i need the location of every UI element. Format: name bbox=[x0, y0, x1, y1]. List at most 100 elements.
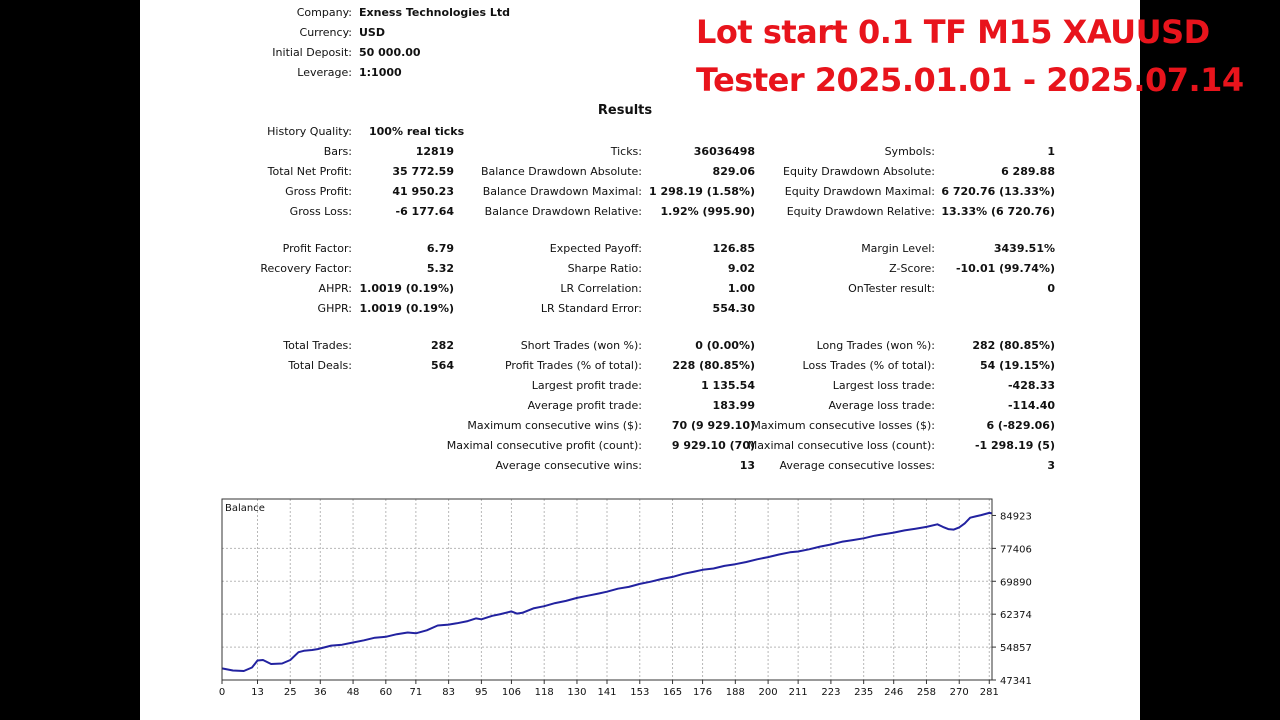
x-tick-label: 258 bbox=[917, 687, 936, 698]
x-tick-label: 95 bbox=[475, 687, 488, 698]
stat-value: 564 bbox=[431, 359, 454, 372]
stat-label: GHPR: bbox=[317, 302, 352, 315]
stat-label: Long Trades (won %): bbox=[816, 339, 935, 352]
stat-label: Total Net Profit: bbox=[267, 165, 352, 178]
stat-label: Expected Payoff: bbox=[549, 242, 642, 255]
stat-label: Average consecutive wins: bbox=[495, 459, 642, 472]
overlay-title-line2: Tester 2025.01.01 - 2025.07.14 bbox=[696, 61, 1244, 99]
stat-value: 54 (19.15%) bbox=[979, 359, 1055, 372]
history-quality-label: History Quality: bbox=[267, 125, 352, 138]
stat-label: Gross Loss: bbox=[289, 205, 352, 218]
plot-frame bbox=[221, 498, 993, 681]
legend-balance: Balance bbox=[225, 503, 265, 514]
stat-label: Recovery Factor: bbox=[260, 262, 352, 275]
stat-label: OnTester result: bbox=[848, 282, 935, 295]
account-info-label: Leverage: bbox=[297, 66, 352, 79]
stat-label: Total Trades: bbox=[283, 339, 352, 352]
stat-value: -1 298.19 (5) bbox=[974, 439, 1055, 452]
stat-value: 1 bbox=[1047, 145, 1055, 158]
account-info-value: 1:1000 bbox=[359, 66, 402, 79]
y-tick-label: 69890 bbox=[1000, 577, 1032, 588]
stat-label: Average loss trade: bbox=[828, 399, 935, 412]
x-tick-label: 141 bbox=[597, 687, 616, 698]
stat-value: 41 950.23 bbox=[392, 185, 454, 198]
stat-value: 228 (80.85%) bbox=[672, 359, 755, 372]
stat-value: 9 929.10 (70) bbox=[671, 439, 755, 452]
stat-value: 36036498 bbox=[693, 145, 755, 158]
account-info-value: USD bbox=[359, 26, 385, 39]
stat-value: 1.92% (995.90) bbox=[660, 205, 756, 218]
stat-value: 3 bbox=[1047, 459, 1055, 472]
history-quality-value: 100% real ticks bbox=[369, 125, 465, 138]
x-tick-label: 118 bbox=[535, 687, 554, 698]
stat-label: Maximal consecutive profit (count): bbox=[446, 439, 642, 452]
x-tick-label: 25 bbox=[284, 687, 297, 698]
x-tick-label: 281 bbox=[980, 687, 999, 698]
stat-label: Total Deals: bbox=[288, 359, 352, 372]
stat-label: Average profit trade: bbox=[527, 399, 642, 412]
x-tick-label: 36 bbox=[314, 687, 327, 698]
stat-label: Equity Drawdown Relative: bbox=[786, 205, 935, 218]
stat-label: LR Correlation: bbox=[560, 282, 642, 295]
x-tick-label: 246 bbox=[884, 687, 903, 698]
stat-label: Symbols: bbox=[884, 145, 935, 158]
x-tick-label: 211 bbox=[789, 687, 808, 698]
plot-area bbox=[222, 499, 992, 680]
stat-label: Balance Drawdown Maximal: bbox=[482, 185, 642, 198]
stat-value: 829.06 bbox=[712, 165, 755, 178]
stat-label: Maximum consecutive losses ($): bbox=[751, 419, 935, 432]
report-page: Company: Exness Technologies Ltd Currency:… bbox=[140, 0, 1244, 720]
stat-value: 0 bbox=[1047, 282, 1055, 295]
x-tick-label: 60 bbox=[379, 687, 392, 698]
x-tick-label: 48 bbox=[347, 687, 360, 698]
account-info-label: Currency: bbox=[299, 26, 352, 39]
account-info-label: Company: bbox=[296, 6, 352, 19]
stat-value: 1.0019 (0.19%) bbox=[359, 282, 455, 295]
stat-value: 1.00 bbox=[727, 282, 755, 295]
stat-value: -6 177.64 bbox=[395, 205, 455, 218]
stat-label: Balance Drawdown Relative: bbox=[484, 205, 642, 218]
x-tick-label: 200 bbox=[759, 687, 778, 698]
x-tick-label: 235 bbox=[854, 687, 873, 698]
stat-label: Gross Profit: bbox=[285, 185, 352, 198]
stat-label: Profit Factor: bbox=[282, 242, 352, 255]
stat-value: 12819 bbox=[415, 145, 454, 158]
stat-label: Margin Level: bbox=[861, 242, 935, 255]
stat-value: 183.99 bbox=[712, 399, 755, 412]
x-tick-label: 13 bbox=[251, 687, 264, 698]
stat-label: Short Trades (won %): bbox=[520, 339, 642, 352]
stat-label: Maximal consecutive loss (count): bbox=[747, 439, 935, 452]
stat-value: 0 (0.00%) bbox=[695, 339, 755, 352]
stat-value: 282 (80.85%) bbox=[972, 339, 1055, 352]
stat-label: LR Standard Error: bbox=[540, 302, 642, 315]
stat-label: Equity Drawdown Absolute: bbox=[783, 165, 935, 178]
stat-value: 6.79 bbox=[426, 242, 454, 255]
balance-series-line bbox=[221, 511, 993, 672]
stat-label: Balance Drawdown Absolute: bbox=[480, 165, 642, 178]
stat-value: -428.33 bbox=[1007, 379, 1055, 392]
x-tick-label: 130 bbox=[567, 687, 586, 698]
stat-value: 5.32 bbox=[426, 262, 454, 275]
stat-label: Ticks: bbox=[610, 145, 642, 158]
stat-value: 9.02 bbox=[727, 262, 755, 275]
y-tick-label: 62374 bbox=[1000, 610, 1032, 621]
stat-label: Loss Trades (% of total): bbox=[802, 359, 935, 372]
stat-label: Equity Drawdown Maximal: bbox=[784, 185, 935, 198]
stat-value: 13.33% (6 720.76) bbox=[941, 205, 1055, 218]
x-tick-label: 106 bbox=[502, 687, 521, 698]
x-tick-label: 223 bbox=[821, 687, 840, 698]
stat-value: 13 bbox=[739, 459, 755, 472]
stat-value: -114.40 bbox=[1007, 399, 1055, 412]
x-tick-label: 0 bbox=[219, 687, 225, 698]
stat-label: Largest loss trade: bbox=[832, 379, 935, 392]
stat-value: 554.30 bbox=[712, 302, 755, 315]
y-tick-label: 54857 bbox=[1000, 643, 1032, 654]
stat-value: 1 298.19 (1.58%) bbox=[649, 185, 755, 198]
stat-value: 6 720.76 (13.33%) bbox=[941, 185, 1055, 198]
stat-label: Bars: bbox=[323, 145, 352, 158]
stat-label: Z-Score: bbox=[889, 262, 935, 275]
y-tick-label: 77406 bbox=[1000, 544, 1032, 555]
account-info-label: Initial Deposit: bbox=[272, 46, 352, 59]
y-tick-label: 47341 bbox=[1000, 676, 1032, 687]
stat-label: Largest profit trade: bbox=[531, 379, 642, 392]
